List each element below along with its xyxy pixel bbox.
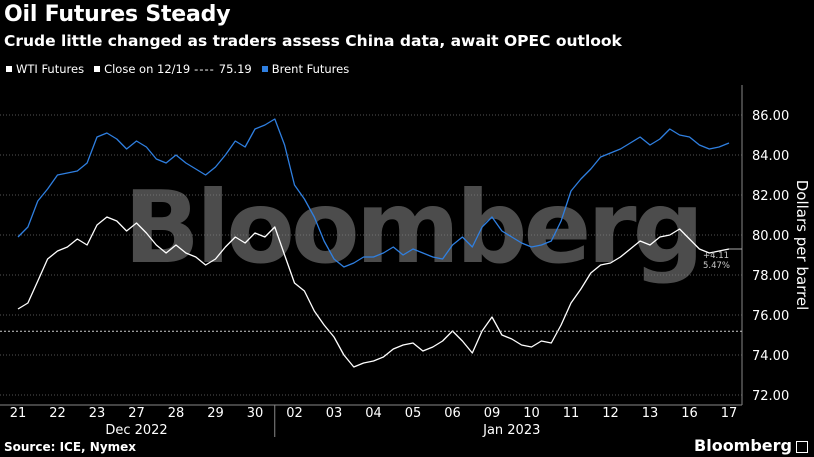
x-tick-label: 30 [247,406,264,421]
x-tick-label: 21 [10,406,27,421]
y-tick-label: 74.00 [752,349,789,364]
x-tick-label: 10 [523,406,540,421]
series-line-wti [17,216,730,368]
y-tick-label: 80.00 [752,229,789,244]
y-tick-label: 82.00 [752,189,789,204]
brand-text: Bloomberg [694,436,792,455]
x-tick-label: 17 [721,406,738,421]
series-line-brent [17,118,730,268]
x-tick-label: 05 [405,406,422,421]
axes: 72.00 74.00 76.00 78.00 80.00 82.00 84.00 86.00… [0,85,811,438]
brand-logo: Bloomberg [694,436,808,455]
legend-wti-label: WTI Futures [16,62,85,76]
y-tick-label: 76.00 [752,309,789,324]
x-tick-label: 22 [49,406,66,421]
x-tick-label: 29 [207,406,224,421]
x-tick-label: 13 [642,406,659,421]
watermark-text: Bloomberg [124,169,700,286]
x-group-label: Jan 2023 [482,423,540,438]
source-note: Source: ICE, Nymex [4,440,137,454]
x-tick-label: 04 [365,406,382,421]
x-tick-label: 03 [326,406,343,421]
x-tick-label: 23 [89,406,106,421]
legend-item-brent: Brent Futures [261,62,350,76]
x-group-label: Dec 2022 [105,423,167,438]
legend-item-close: Close on 12/19 ---- 75.19 [94,62,252,76]
legend-brent-label: Brent Futures [271,62,350,76]
legend-close-value: 75.19 [218,62,252,76]
x-tick-label: 28 [168,406,185,421]
x-tick-label: 12 [602,406,619,421]
chart-subtitle: Crude little changed as traders assess C… [4,32,622,50]
dashed-line-icon: ---- [194,62,215,76]
brent-swatch-icon [261,66,268,72]
chart-title: Oil Futures Steady [4,2,231,27]
x-tick-label: 27 [128,406,145,421]
wti-swatch-icon [6,66,12,72]
x-tick-label: 11 [563,406,580,421]
change-pct-label: 5.47% [703,261,730,271]
y-axis-title: Dollars per barrel [793,180,811,311]
y-tick-label: 84.00 [752,149,789,164]
legend-close-label: Close on 12/19 [104,62,191,76]
y-tick-label: 72.00 [752,389,789,404]
series-lines [17,118,730,368]
x-tick-label: 09 [484,406,501,421]
x-tick-label: 16 [681,406,698,421]
annotations: +4.115.47% [0,248,742,332]
y-tick-label: 86.00 [752,109,789,124]
watermark: Bloomberg [124,169,704,286]
change-abs-label: +4.11 [703,251,729,261]
terminal-box-icon [796,440,808,453]
x-tick-label: 02 [286,406,303,421]
x-tick-label: 06 [444,406,461,421]
y-tick-label: 78.00 [752,269,789,284]
close-swatch-icon [94,66,101,72]
grid-lines [0,114,742,396]
legend-item-wti: WTI Futures [6,62,84,76]
legend: WTI Futures Close on 12/19 ---- 75.19 Br… [6,62,359,76]
